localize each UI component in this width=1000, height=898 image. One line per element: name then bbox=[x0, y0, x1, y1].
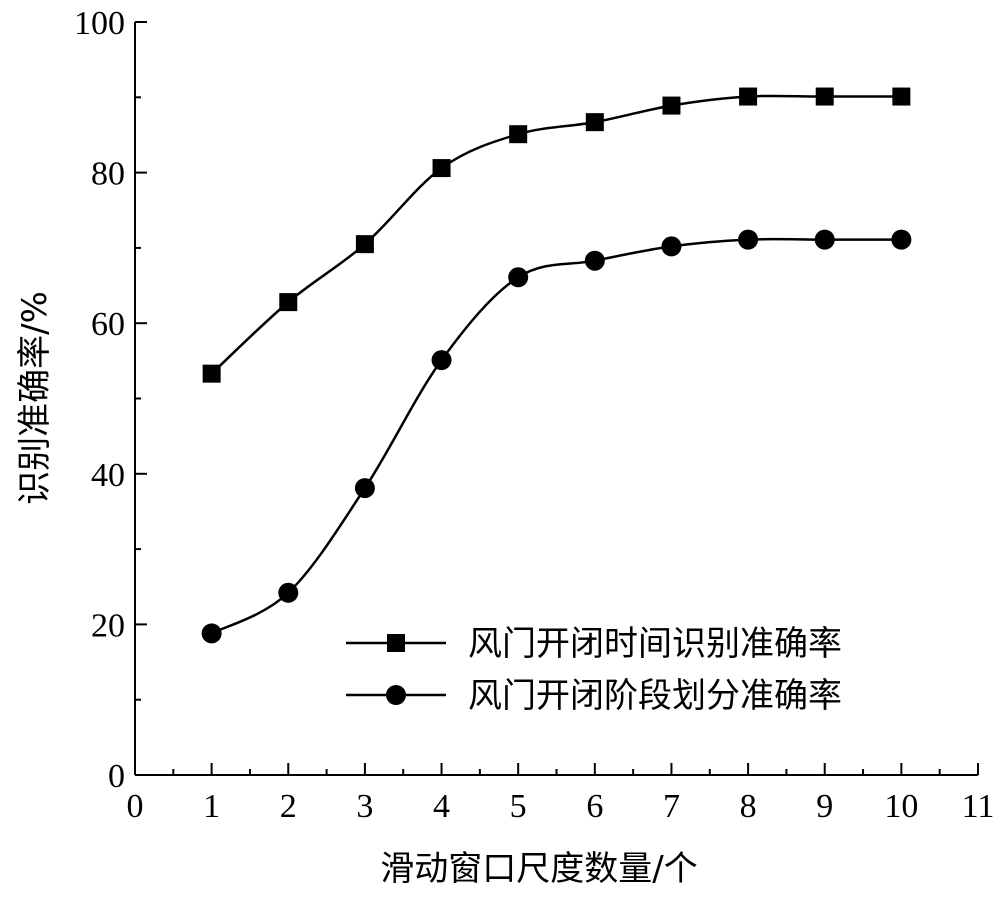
circle-marker bbox=[201, 623, 222, 644]
circle-marker bbox=[814, 229, 835, 250]
axes: 0 1 2 3 4 5 6 7 8 9 10 11 0 20 40 60 80 100 bbox=[74, 5, 994, 825]
x-tick-label: 1 bbox=[203, 788, 220, 825]
x-tick-label: 11 bbox=[962, 788, 995, 825]
y-tick-label: 40 bbox=[91, 457, 125, 494]
series-line bbox=[210, 94, 902, 375]
circle-marker bbox=[354, 478, 375, 499]
legend-label: 风门开闭时间识别准确率 bbox=[468, 624, 842, 664]
y-tick-label: 80 bbox=[91, 156, 125, 193]
y-tick-label: 100 bbox=[74, 5, 125, 42]
y-axis-title: 识别准确率/% bbox=[15, 291, 55, 505]
x-tick-label: 5 bbox=[510, 788, 527, 825]
series-line bbox=[211, 237, 902, 635]
square-marker bbox=[509, 125, 528, 144]
square-marker bbox=[815, 87, 834, 106]
circle-marker bbox=[584, 250, 605, 271]
square-marker bbox=[662, 96, 681, 115]
square-marker bbox=[279, 293, 298, 312]
legend-marker bbox=[387, 634, 405, 652]
x-tick-label: 4 bbox=[433, 788, 450, 825]
x-axis-title: 滑动窗口尺度数量/个 bbox=[380, 849, 697, 889]
circle-marker bbox=[891, 229, 912, 250]
circle-marker bbox=[661, 236, 682, 257]
x-tick-label: 10 bbox=[884, 788, 918, 825]
circle-marker bbox=[508, 267, 529, 288]
square-marker bbox=[892, 87, 911, 106]
square-marker bbox=[202, 364, 221, 383]
legend-marker bbox=[386, 685, 406, 705]
circle-marker bbox=[278, 582, 299, 603]
legend-label: 风门开闭阶段划分准确率 bbox=[468, 676, 842, 716]
y-tick-label: 20 bbox=[91, 607, 125, 644]
legend-item-2: 风门开闭阶段划分准确率 bbox=[346, 676, 842, 716]
series-1 bbox=[202, 87, 911, 383]
square-marker bbox=[355, 235, 374, 254]
square-marker bbox=[739, 87, 758, 106]
y-tick-label: 0 bbox=[108, 758, 125, 795]
series-layer bbox=[201, 87, 912, 644]
y-tick-label: 60 bbox=[91, 306, 125, 343]
square-marker bbox=[432, 159, 451, 178]
legend-item-1: 风门开闭时间识别准确率 bbox=[346, 624, 842, 664]
x-tick-label: 9 bbox=[816, 788, 833, 825]
x-tick-label: 7 bbox=[663, 788, 680, 825]
x-tick-label: 3 bbox=[356, 788, 373, 825]
x-tick-label: 2 bbox=[280, 788, 297, 825]
x-tick-label: 0 bbox=[127, 788, 144, 825]
circle-marker bbox=[431, 350, 452, 371]
circle-marker bbox=[738, 229, 759, 250]
square-marker bbox=[585, 113, 604, 132]
series-2 bbox=[201, 229, 912, 644]
x-tick-label: 8 bbox=[740, 788, 757, 825]
x-tick-label: 6 bbox=[586, 788, 603, 825]
